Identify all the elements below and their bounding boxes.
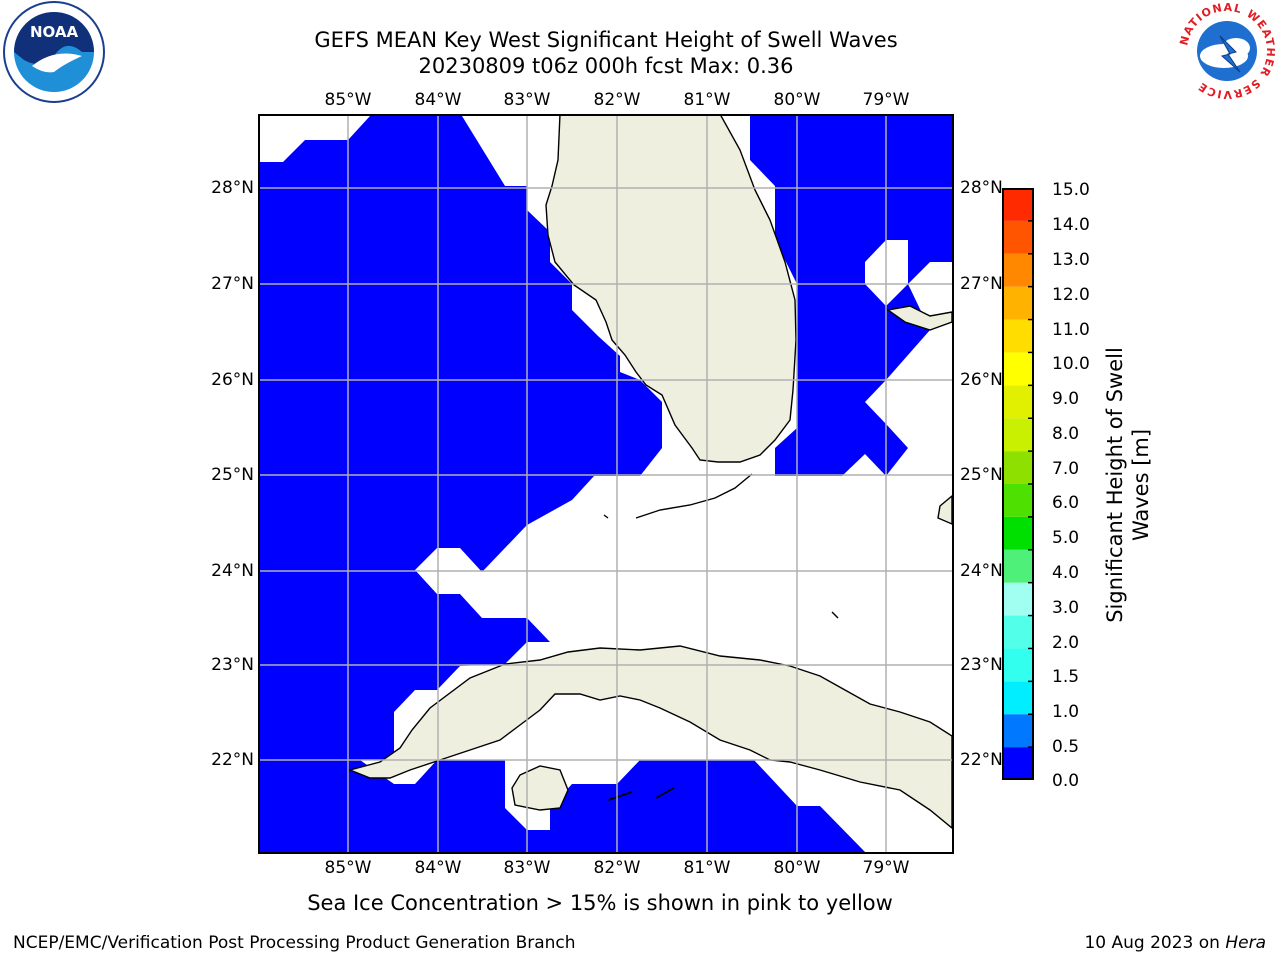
lat-label-right: 22°N [960,750,1003,770]
colorbar-bin [1002,188,1034,221]
lat-label-left: 26°N [211,370,254,390]
colorbar-tick-label: 14.0 [1052,215,1090,235]
lat-label-right: 24°N [960,561,1003,581]
colorbar-bin [1002,451,1034,484]
colorbar-tick-label: 1.5 [1052,667,1080,687]
lon-label-bottom: 81°W [683,858,731,878]
lon-label-top: 79°W [862,90,910,110]
colorbar-tick-label: 13.0 [1052,250,1090,270]
colorbar-tick-label: 9.0 [1052,389,1080,409]
map-panel [258,114,954,854]
colorbar-bin [1002,549,1034,583]
colorbar-bin [1002,253,1034,287]
map-canvas [258,114,954,854]
colorbar-tick-label: 3.0 [1052,598,1080,618]
lon-label-top: 81°W [683,90,731,110]
footer-date-text: 10 Aug 2023 on [1084,933,1226,953]
coast-dry-tortugas [603,514,609,519]
coast-cay-sal [831,611,839,619]
swell-field-gulf [258,116,865,852]
colorbar-tick-label: 2.0 [1052,633,1080,653]
colorbar-bin [1002,220,1034,254]
colorbar-tick-label: 0.5 [1052,737,1080,757]
colorbar-title-line1: Significant Height of Swell [1103,347,1127,623]
lat-label-left: 22°N [211,750,254,770]
footer-date: 10 Aug 2023 on Hera [1084,932,1266,954]
colorbar-tick-label: 15.0 [1052,180,1090,200]
colorbar-bin [1002,582,1034,616]
lat-label-left: 27°N [211,274,254,294]
colorbar-bin [1002,319,1034,353]
land-isla-juventud [511,765,569,811]
lon-label-bottom: 79°W [862,858,910,878]
colorbar-tick-label: 11.0 [1052,320,1090,340]
chart-subtitle-run: 20230809 t06z 000h fcst Max: 0.36 [418,54,794,78]
swell-field-atlantic [750,116,952,476]
lat-label-right: 27°N [960,274,1003,294]
colorbar-bin [1002,385,1034,419]
lon-label-bottom: 83°W [503,858,551,878]
lat-label-right: 23°N [960,655,1003,675]
land-florida [545,114,797,463]
lon-label-bottom: 82°W [593,858,641,878]
colorbar-tick-label: 1.0 [1052,702,1080,722]
map-border [258,114,954,854]
nws-seal-icon: NATIONAL WEATHER SERVICE [1177,1,1276,101]
footer-system: Hera [1225,933,1266,953]
lat-label-right: 28°N [960,178,1003,198]
colorbar-bin [1002,418,1034,452]
colorbar-bins [1002,187,1034,781]
colorbar-bin [1002,681,1034,715]
lon-label-top: 82°W [593,90,641,110]
lat-label-right: 26°N [960,370,1003,390]
lon-label-top: 80°W [773,90,821,110]
colorbar-bin [1002,714,1034,748]
footer-producer: NCEP/EMC/Verification Post Processing Pr… [13,933,576,953]
colorbar-tick-label: 4.0 [1052,563,1080,583]
colorbar-tick-label: 12.0 [1052,285,1090,305]
coast-cayos [607,787,675,801]
colorbar [1002,187,1034,781]
colorbar-bin [1002,352,1034,386]
colorbar-bin [1002,615,1034,649]
coast-florida-keys [635,473,753,519]
colorbar-bin [1002,648,1034,682]
lon-label-top: 85°W [324,90,372,110]
colorbar-tick-label: 6.0 [1052,493,1080,513]
lat-label-left: 23°N [211,655,254,675]
noaa-seal-icon: NOAA [3,1,105,103]
graticule [258,114,954,854]
sea-ice-note: Sea Ice Concentration > 15% is shown in … [307,891,893,915]
svg-text:NOAA: NOAA [30,23,79,41]
colorbar-tick-label: 5.0 [1052,528,1080,548]
colorbar-title-line2: Waves [m] [1129,428,1153,542]
lon-label-top: 83°W [503,90,551,110]
colorbar-tick-label: 10.0 [1052,354,1090,374]
lat-label-left: 24°N [211,561,254,581]
lat-label-left: 28°N [211,178,254,198]
chart-title: GEFS MEAN Key West Significant Height of… [314,28,898,52]
colorbar-tick-label: 0.0 [1052,771,1080,791]
lat-label-right: 25°N [960,465,1003,485]
colorbar-bin [1002,747,1034,780]
colorbar-bin [1002,516,1034,550]
noaa-logo: NOAA [2,0,106,104]
lon-label-top: 84°W [414,90,462,110]
land-cuba [347,645,953,830]
lat-label-left: 25°N [211,465,254,485]
colorbar-tick-label: 7.0 [1052,459,1080,479]
nws-logo: NATIONAL WEATHER SERVICE [1176,0,1278,102]
lon-label-bottom: 85°W [324,858,372,878]
colorbar-bin [1002,484,1034,517]
lon-label-bottom: 80°W [773,858,821,878]
colorbar-tick-label: 8.0 [1052,424,1080,444]
colorbar-bin [1002,286,1034,320]
lon-label-bottom: 84°W [414,858,462,878]
